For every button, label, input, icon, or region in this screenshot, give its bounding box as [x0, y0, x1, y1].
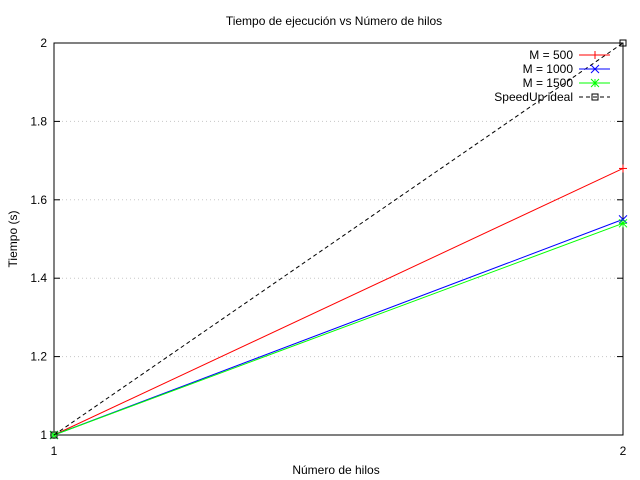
y-tick-label: 1.4	[30, 271, 47, 285]
y-tick-label: 2	[40, 36, 47, 50]
chart-title: Tiempo de ejecución vs Número de hilos	[226, 14, 442, 28]
grid	[54, 120, 623, 358]
legend-marker	[590, 78, 600, 88]
legend-label: SpeedUp ideal	[494, 90, 573, 104]
y-tick-label: 1.6	[30, 193, 47, 207]
series-4-point	[50, 431, 58, 439]
series-line-1	[53, 167, 624, 436]
y-axis-title: Tiempo (s)	[6, 211, 20, 268]
y-tick-label: 1.8	[30, 114, 47, 128]
y-tick-label: 1.2	[30, 350, 47, 364]
x-axis-title: Número de hilos	[292, 463, 379, 477]
legend-label: M = 500	[529, 48, 573, 62]
x-tick-label: 1	[51, 444, 58, 458]
series-4-point	[619, 39, 627, 47]
legend-marker	[590, 64, 600, 74]
series-line-3	[53, 222, 624, 436]
y-tick-label: 1	[40, 428, 47, 442]
x-tick-label: 2	[620, 444, 627, 458]
legend-label: M = 1500	[523, 76, 574, 90]
plot-frame	[53, 42, 624, 436]
series-line-4	[53, 42, 624, 436]
legend-marker	[591, 93, 599, 101]
series-lines	[49, 39, 628, 440]
series-3-point	[618, 218, 628, 228]
series-1-point	[619, 164, 627, 173]
legend-label: M = 1000	[523, 62, 574, 76]
series-line-2	[53, 218, 624, 436]
axis-ticks: 1 1.2 1.4 1.6 1.8 2 1 2	[30, 36, 626, 458]
legend-marker	[591, 51, 599, 59]
